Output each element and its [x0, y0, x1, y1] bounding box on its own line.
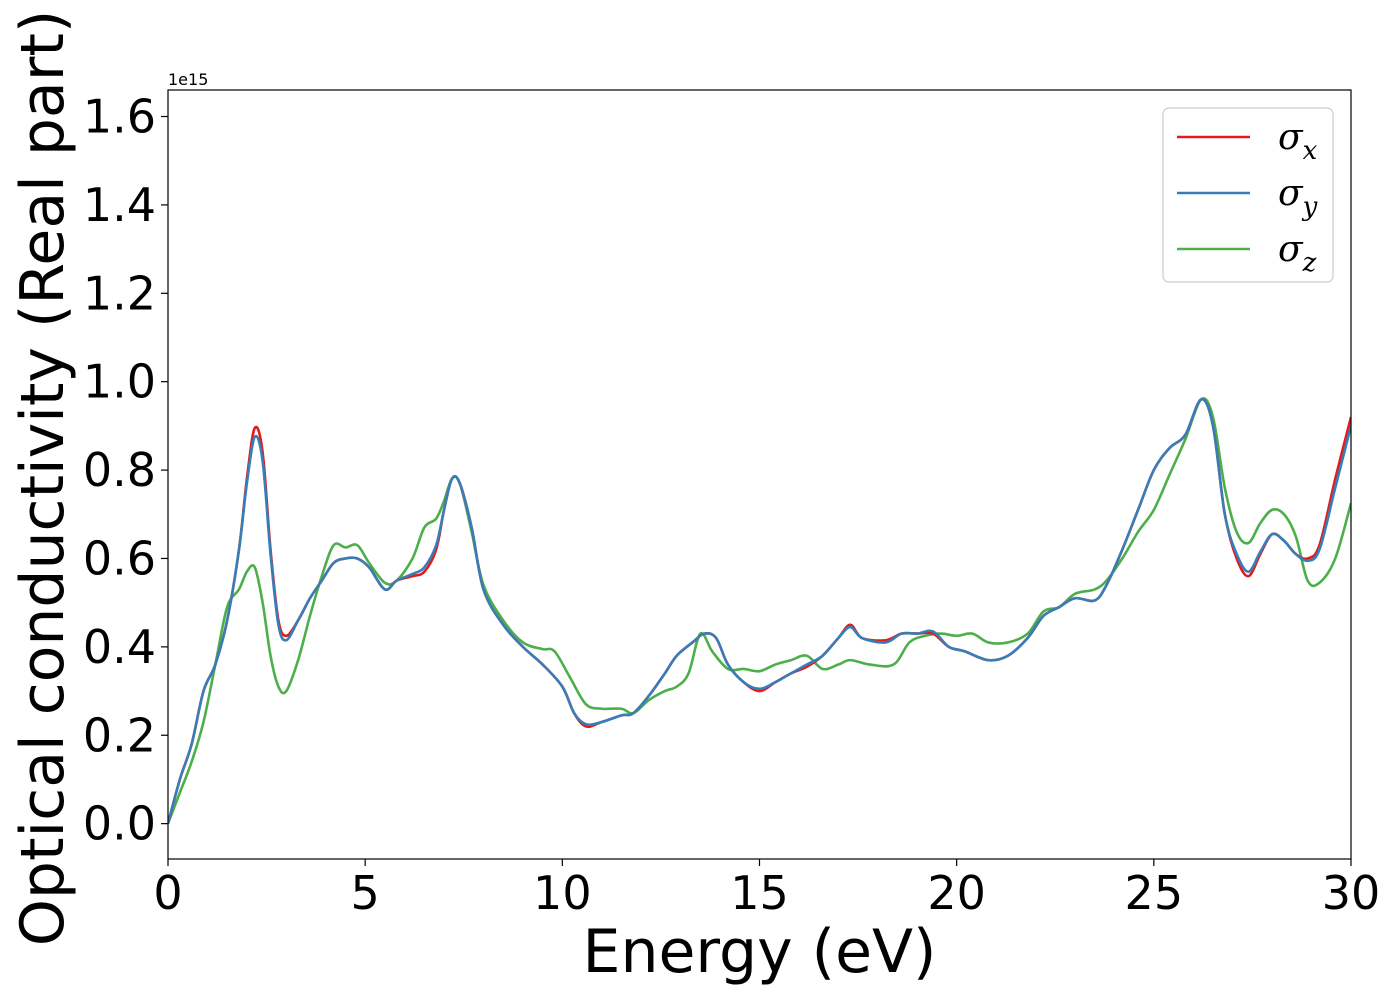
- plot-area: [167, 89, 1352, 860]
- series-line-z: [168, 397, 1351, 825]
- legend-label: σx: [1278, 117, 1318, 166]
- y-tick-label: 1.6: [83, 90, 156, 144]
- x-tick-label: 30: [1322, 866, 1381, 920]
- y-axis-title: Optical conductivity (Real part): [8, 10, 78, 947]
- y-tick-label: 0.2: [83, 708, 156, 762]
- series-line-y: [168, 397, 1351, 824]
- y-tick-label: 0.4: [83, 620, 156, 674]
- y-offset-text: 1e15: [168, 70, 208, 89]
- y-tick-label: 0.8: [83, 443, 156, 497]
- x-axis-title: Energy (eV): [583, 917, 937, 987]
- x-tick-label: 20: [927, 866, 986, 920]
- x-tick-label: 25: [1125, 866, 1184, 920]
- legend-label-symbol: σ: [1278, 173, 1304, 214]
- y-tick-label: 1.4: [83, 178, 156, 232]
- x-tick-label: 10: [533, 866, 592, 920]
- legend-frame: [1162, 107, 1334, 283]
- y-tick-label: 0.0: [83, 797, 156, 851]
- x-axis: 0 5 10 15 20 25 30: [153, 859, 1380, 920]
- legend-label: σz: [1278, 229, 1317, 278]
- legend-label-subscript: z: [1302, 248, 1317, 278]
- x-tick-label: 15: [730, 866, 789, 920]
- y-tick-label: 0.6: [83, 531, 156, 585]
- y-axis: 0.0 0.2 0.4 0.6 0.8 1.0 1.2 1.4 1.6: [83, 90, 168, 851]
- legend-label-symbol: σ: [1278, 117, 1304, 158]
- x-tick-label: 5: [351, 866, 380, 920]
- x-tick-label: 0: [153, 866, 182, 920]
- legend-label-subscript: y: [1302, 192, 1318, 222]
- legend-label-symbol: σ: [1278, 229, 1304, 270]
- legend-entry-x: σx: [1177, 117, 1318, 166]
- y-tick-label: 1.0: [83, 355, 156, 409]
- legend-label: σy: [1278, 173, 1318, 222]
- legend-entry-y: σy: [1177, 173, 1318, 222]
- series-group: [168, 397, 1351, 825]
- legend-label-subscript: x: [1303, 136, 1318, 166]
- legend-entry-z: σz: [1177, 229, 1317, 278]
- y-tick-label: 1.2: [83, 266, 156, 320]
